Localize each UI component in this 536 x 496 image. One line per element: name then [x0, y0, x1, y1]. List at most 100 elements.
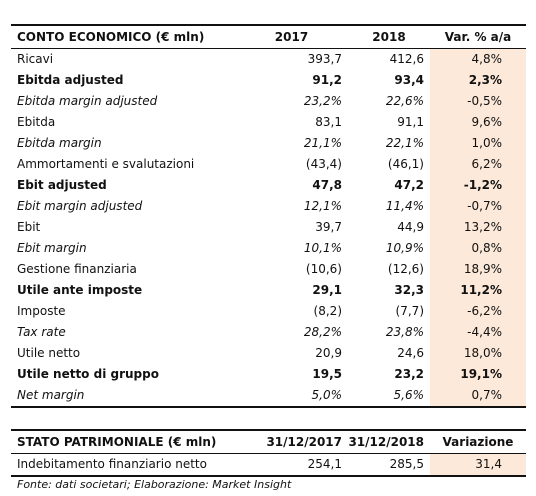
column-header-31-12-2017: 31/12/2017 [235, 429, 348, 454]
value-2017: 20,9 [315, 346, 342, 360]
value-2017: 91,2 [312, 73, 342, 87]
row-label: Utile netto di gruppo [17, 367, 159, 381]
balance-sheet-title: STATO PATRIMONIALE (€ mln) [11, 429, 235, 454]
income-statement-table: CONTO ECONOMICO (€ mln) 2017 2018 Var. %… [11, 24, 526, 408]
value-2017: 254,1 [235, 453, 348, 477]
row-label: Net margin [11, 385, 235, 408]
value-2018: 91,1 [397, 115, 424, 129]
value-2017: 12,1% [303, 199, 342, 213]
value-variation: -6,2% [430, 301, 526, 322]
table-row: Tax rate 28,2% 23,8% -4,4% [11, 322, 526, 343]
column-header-2017: 2017 [235, 24, 348, 49]
value-2017: 83,1 [315, 115, 342, 129]
value-variation: 11,2% [430, 280, 526, 301]
value-variation: -4,4% [430, 322, 526, 343]
table-row: Imposte (8,2) (7,7) -6,2% [11, 301, 526, 322]
value-2018: 11,4% [385, 199, 424, 213]
value-2018: 24,6 [397, 346, 424, 360]
value-variation: 9,6% [430, 112, 526, 133]
value-2018: (7,7) [395, 304, 424, 318]
value-2017: (10,6) [305, 262, 342, 276]
row-label: Tax rate [17, 325, 66, 339]
row-label: Ebitda adjusted [17, 73, 124, 87]
value-variation: 18,9% [430, 259, 526, 280]
value-2017: 21,1% [303, 136, 342, 150]
value-2017: (43,4) [305, 157, 342, 171]
value-2018: 32,3 [394, 283, 424, 297]
column-header-2018: 2018 [348, 24, 430, 49]
value-variation: 2,3% [430, 70, 526, 91]
value-2018: (46,1) [387, 157, 424, 171]
row-label: Imposte [17, 304, 66, 318]
row-label: Ebit margin adjusted [17, 199, 143, 213]
value-variation: 6,2% [430, 154, 526, 175]
value-2018: 44,9 [397, 220, 424, 234]
income-statement-header: CONTO ECONOMICO (€ mln) 2017 2018 Var. %… [11, 24, 526, 49]
income-statement-title: CONTO ECONOMICO (€ mln) [11, 24, 235, 49]
value-variation: -1,2% [430, 175, 526, 196]
table-row: Utile netto di gruppo 19,5 23,2 19,1% [11, 364, 526, 385]
row-label: Gestione finanziaria [17, 262, 137, 276]
column-header-31-12-2018: 31/12/2018 [348, 429, 430, 454]
value-variation: 0,7% [430, 385, 526, 408]
value-2017: 5,0% [235, 385, 348, 408]
row-label: Ammortamenti e svalutazioni [17, 157, 195, 171]
value-variation: 19,1% [430, 364, 526, 385]
value-2017: 393,7 [307, 52, 342, 66]
table-row: Utile ante imposte 29,1 32,3 11,2% [11, 280, 526, 301]
table-row: Ebitda adjusted 91,2 93,4 2,3% [11, 70, 526, 91]
row-label: Ebit [17, 220, 41, 234]
value-2018: 93,4 [394, 73, 424, 87]
value-2018: 47,2 [394, 178, 424, 192]
column-header-variazione: Variazione [430, 429, 526, 454]
row-label: Ebit adjusted [17, 178, 107, 192]
row-label: Ebitda [17, 115, 56, 129]
value-2017: 28,2% [303, 325, 342, 339]
value-2018: 285,5 [348, 453, 430, 477]
value-variation: 13,2% [430, 217, 526, 238]
table-row: Ebitda margin adjusted 23,2% 22,6% -0,5% [11, 91, 526, 112]
value-2017: 23,2% [303, 94, 342, 108]
value-2018: 5,6% [348, 385, 430, 408]
value-2017: 47,8 [312, 178, 342, 192]
value-2018: 23,2 [394, 367, 424, 381]
value-variation: 18,0% [430, 343, 526, 364]
value-variation: 31,4 [430, 453, 526, 477]
value-variation: 4,8% [430, 48, 526, 70]
row-label: Ebitda margin adjusted [17, 94, 158, 108]
table-row: Ebitda margin 21,1% 22,1% 1,0% [11, 133, 526, 154]
table-row: Ebit adjusted 47,8 47,2 -1,2% [11, 175, 526, 196]
value-2018: 22,1% [385, 136, 424, 150]
table-row: Ebit margin 10,1% 10,9% 0,8% [11, 238, 526, 259]
table-row: Ricavi 393,7 412,6 4,8% [11, 48, 526, 70]
table-row: Utile netto 20,9 24,6 18,0% [11, 343, 526, 364]
row-label: Indebitamento finanziario netto [11, 453, 235, 477]
table-row: Ammortamenti e svalutazioni (43,4) (46,1) 6… [11, 154, 526, 175]
value-variation: -0,5% [430, 91, 526, 112]
value-2017: 39,7 [315, 220, 342, 234]
value-2018: 22,6% [385, 94, 424, 108]
source-note: Fonte: dati societari; Elaborazione: Mar… [17, 478, 292, 491]
value-2018: 412,6 [389, 52, 424, 66]
table-row: Ebit 39,7 44,9 13,2% [11, 217, 526, 238]
table-row: Net margin 5,0% 5,6% 0,7% [11, 385, 526, 408]
value-variation: 0,8% [430, 238, 526, 259]
row-label: Ricavi [17, 52, 54, 66]
balance-sheet-table: STATO PATRIMONIALE (€ mln) 31/12/2017 31… [11, 429, 526, 477]
table-row: Ebitda 83,1 91,1 9,6% [11, 112, 526, 133]
table-row: Indebitamento finanziario netto 254,1 285,… [11, 453, 526, 477]
balance-sheet-header: STATO PATRIMONIALE (€ mln) 31/12/2017 31… [11, 429, 526, 454]
row-label: Utile netto [17, 346, 81, 360]
table-row: Gestione finanziaria (10,6) (12,6) 18,9% [11, 259, 526, 280]
row-label: Ebit margin [17, 241, 87, 255]
value-2018: 23,8% [385, 325, 424, 339]
row-label: Utile ante imposte [17, 283, 143, 297]
table-row: Ebit margin adjusted 12,1% 11,4% -0,7% [11, 196, 526, 217]
value-variation: -0,7% [430, 196, 526, 217]
column-header-variation: Var. % a/a [430, 24, 526, 49]
value-2018: (12,6) [387, 262, 424, 276]
value-2017: 19,5 [312, 367, 342, 381]
value-2017: 29,1 [312, 283, 342, 297]
row-label: Ebitda margin [17, 136, 102, 150]
value-2018: 10,9% [385, 241, 424, 255]
